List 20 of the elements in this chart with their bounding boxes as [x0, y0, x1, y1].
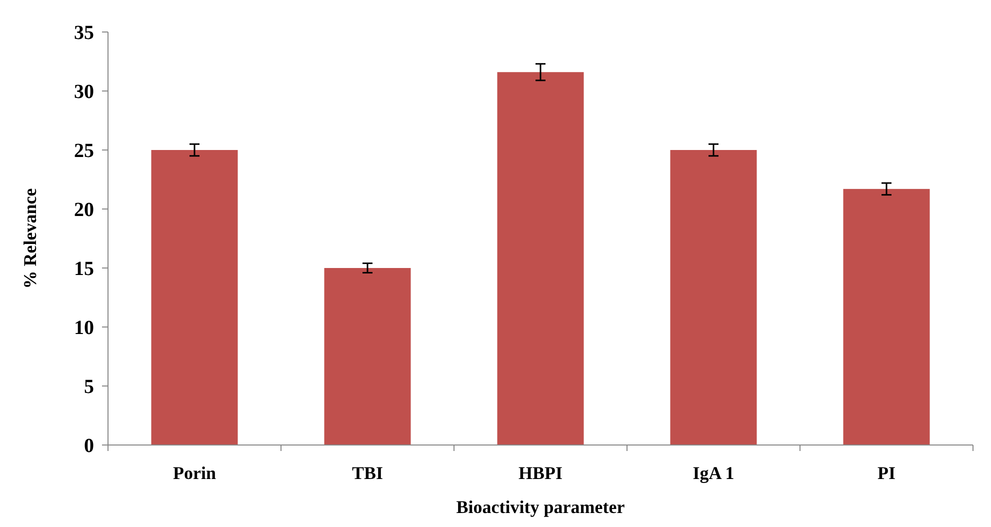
y-tick-label: 25 — [74, 140, 94, 162]
y-tick-label: 20 — [74, 199, 94, 221]
y-tick-label: 10 — [74, 317, 94, 339]
x-tick-label: PI — [878, 463, 896, 483]
y-tick-label: 0 — [84, 435, 94, 457]
x-tick-label: HBPI — [518, 463, 563, 483]
x-tick-label: IgA 1 — [692, 463, 734, 483]
y-tick-label: 35 — [74, 22, 94, 44]
x-axis-title: Bioactivity parameter — [456, 497, 625, 517]
x-tick-label: TBI — [352, 463, 384, 483]
bar — [670, 150, 757, 445]
y-tick-label: 15 — [74, 258, 94, 280]
bar — [497, 72, 584, 445]
bar — [324, 268, 411, 445]
bar — [843, 188, 930, 445]
y-axis-title: % Relevance — [20, 188, 40, 289]
y-tick-label: 30 — [74, 81, 94, 103]
y-tick-label: 5 — [84, 376, 94, 398]
bar — [151, 150, 238, 445]
x-tick-label: Porin — [173, 463, 216, 483]
